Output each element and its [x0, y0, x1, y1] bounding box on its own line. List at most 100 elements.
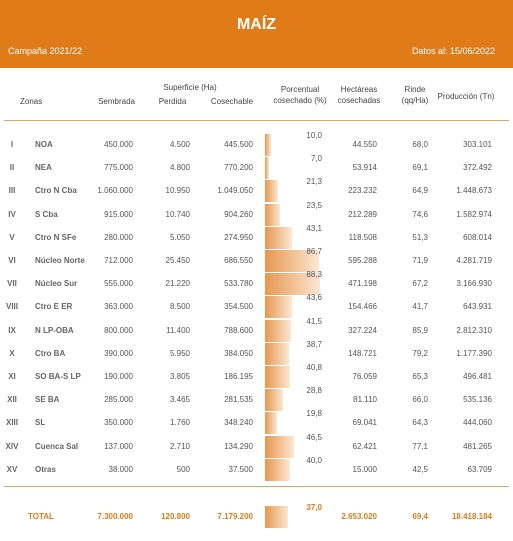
cell: XIV [5, 441, 19, 451]
cell: 3.465 [169, 395, 190, 405]
cell: 5.050 [169, 232, 190, 242]
cell: 71,9 [412, 256, 428, 265]
column-header: Porcentual cosechado (%) [273, 85, 327, 105]
cell: 85,9 [412, 325, 428, 335]
cell: 67,2 [412, 279, 428, 289]
cell: 4.800 [169, 163, 190, 173]
column-header: Cosechable [210, 97, 254, 106]
percent-label: 88,3 [306, 270, 322, 280]
cell: 69,4 [412, 512, 428, 521]
cell: 76.059 [352, 372, 377, 381]
cell: 65,3 [412, 372, 428, 381]
cell: NOA [35, 140, 53, 149]
column-header: Rinde (qq/Ha) [401, 85, 429, 105]
cell: 608.014 [463, 232, 492, 242]
cell: 444.060 [463, 418, 492, 428]
cell: 280.000 [104, 232, 133, 242]
percent-label: 21,3 [306, 177, 322, 187]
cell: 350.000 [104, 418, 133, 428]
percent-bar [265, 342, 289, 365]
cell: XI [8, 372, 16, 381]
cell: 38.000 [108, 464, 133, 474]
percent-label: 86,7 [306, 247, 322, 256]
cell: 384.050 [224, 348, 253, 358]
cell: Ctro E ER [35, 302, 73, 312]
cell: Núcleo Norte [35, 256, 85, 265]
cell: 137.000 [104, 441, 133, 451]
total-rule [4, 486, 509, 487]
cell: 471.198 [348, 279, 377, 289]
column-header: Producción (Tn) [437, 92, 495, 101]
cell: XIII [5, 418, 18, 428]
cell: 686.550 [224, 256, 253, 265]
cell: SL [35, 418, 46, 428]
cell: 285.000 [104, 395, 133, 405]
percent-bar [265, 180, 279, 203]
percent-bar [265, 226, 292, 249]
cell: 788.600 [224, 325, 253, 335]
cell: 500 [176, 464, 190, 474]
percent-label: 28,8 [306, 386, 322, 396]
cell: 66,0 [412, 395, 428, 405]
cell: 62.421 [352, 441, 377, 451]
group-header: Superficie (Ha) [163, 83, 217, 92]
cell: 1.060.000 [97, 186, 133, 196]
column-header: Perdida [158, 97, 187, 106]
cell: 134.290 [224, 441, 253, 451]
column-header: Sembrada [98, 97, 135, 106]
cell: 79,2 [412, 348, 428, 358]
cell: Núcleo Sur [35, 279, 78, 289]
cell: 372.492 [463, 163, 492, 173]
cell: 18.418.184 [451, 512, 492, 521]
cell: 450.000 [104, 140, 133, 149]
cell: 118.508 [348, 232, 377, 242]
percent-label: 43,1 [306, 223, 322, 233]
cell: 63.709 [467, 464, 492, 474]
cell: 212.289 [348, 209, 377, 219]
percent-bar [265, 389, 283, 412]
cell: IX [8, 325, 16, 335]
cell: 481.265 [463, 441, 492, 451]
cell: XII [7, 395, 17, 405]
cell: 8.500 [169, 302, 190, 312]
cell: 37.500 [228, 464, 253, 474]
percent-label: 7,0 [310, 154, 322, 164]
cell: 11.400 [166, 325, 190, 335]
cell: Cuenca Sal [35, 441, 79, 451]
percent-bar [265, 157, 270, 180]
percent-label: 10,0 [306, 131, 322, 140]
cell: 1.582.974 [456, 209, 492, 219]
cell: VIII [5, 302, 18, 312]
cell: 154.466 [348, 302, 377, 312]
cell: 445.500 [224, 140, 253, 149]
cell: 53.914 [352, 163, 377, 173]
cell: 5.950 [169, 348, 190, 358]
cell: 770.200 [224, 163, 253, 173]
cell: 348.240 [224, 418, 253, 428]
percent-label: 23,5 [306, 200, 322, 210]
cell: X [9, 348, 15, 358]
cell: 25.450 [165, 256, 190, 265]
cell: Ctro N SFe [35, 232, 77, 242]
cell: 904.260 [224, 209, 253, 219]
cell: 81.110 [353, 395, 377, 405]
cell: 44.550 [352, 140, 377, 149]
cell: 712.000 [104, 256, 133, 265]
cell: 64,9 [412, 186, 428, 196]
cell: 643.931 [463, 302, 492, 312]
title: MAÍZ [236, 16, 277, 33]
cell: 3.805 [169, 372, 190, 381]
cell: 148.721 [348, 348, 377, 358]
cell: 190.000 [104, 372, 133, 381]
cell: 533.780 [224, 279, 253, 289]
cell: II [9, 163, 15, 173]
cell: 68,0 [412, 140, 428, 149]
cell: 281.535 [224, 395, 253, 405]
cell: 42,5 [412, 464, 428, 474]
cell: 4.500 [169, 140, 190, 149]
percent-bar [265, 296, 293, 319]
cell: IV [8, 209, 16, 219]
cell: 363.000 [104, 302, 133, 312]
cell: 120.800 [161, 512, 190, 521]
